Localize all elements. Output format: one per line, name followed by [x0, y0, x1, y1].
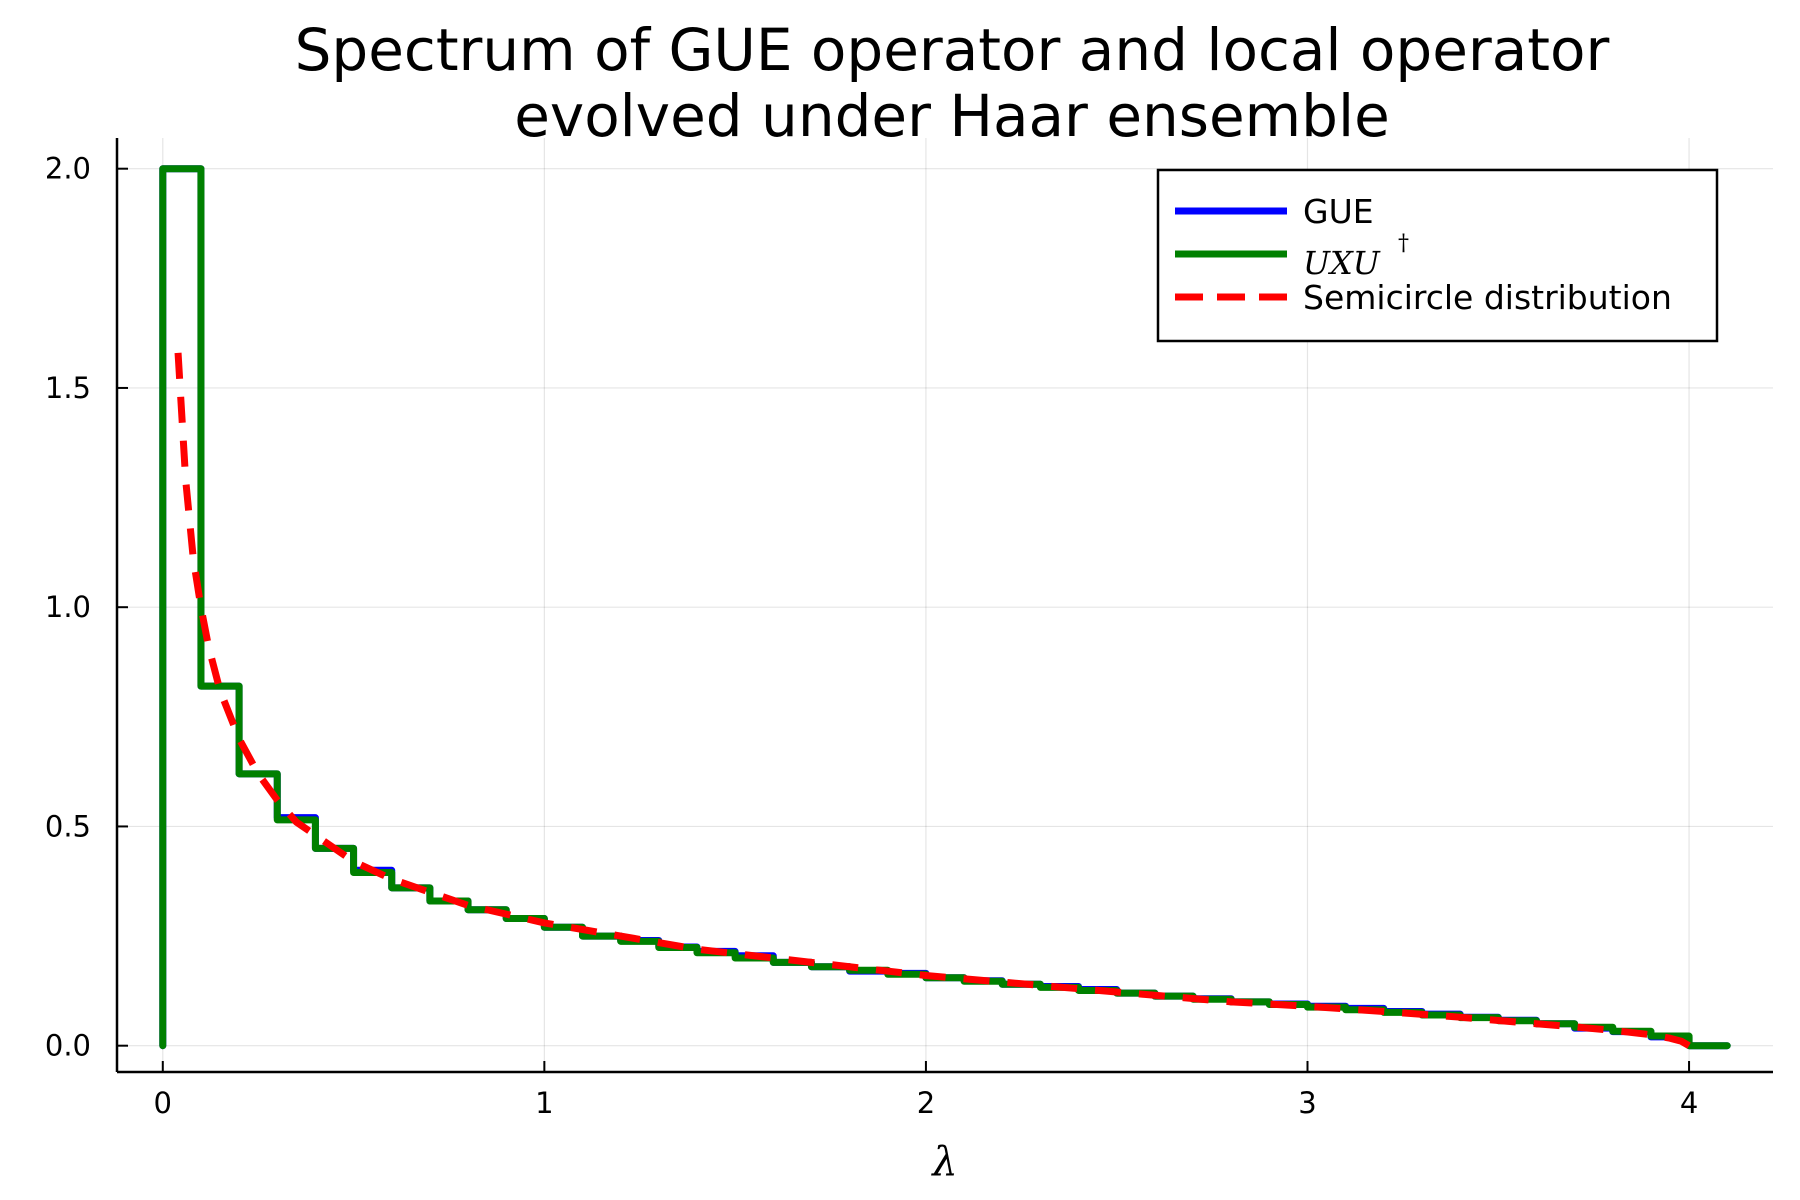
tick-labels: 0 1 2 3 4 0.0 0.5 1.0 1.5 2.0: [45, 152, 1698, 1120]
y-tick-label: 2.0: [45, 152, 91, 186]
legend-label-uxu-dagger: †: [1398, 231, 1409, 256]
plot-area: [159, 165, 1731, 1050]
axes: [115, 138, 1773, 1074]
title-line-2: evolved under Haar ensemble: [514, 82, 1390, 150]
y-tick-label: 0.5: [45, 809, 91, 843]
y-tick-label: 0.0: [45, 1029, 91, 1063]
legend-label-uxu: UXU †: [1303, 231, 1409, 282]
x-tick-label: 1: [535, 1086, 553, 1120]
legend-label-gue: GUE: [1303, 192, 1374, 231]
legend-label-uxu-text: UXU: [1303, 244, 1381, 282]
semicircle-curve: [174, 352, 1691, 1049]
y-tick-label: 1.5: [45, 371, 91, 405]
title-line-1: Spectrum of GUE operator and local opera…: [295, 16, 1610, 84]
x-tick-label: 0: [154, 1086, 172, 1120]
x-tick-label: 2: [917, 1086, 935, 1120]
legend-label-semicircle: Semicircle distribution: [1303, 278, 1672, 317]
legend: GUE UXU † Semicircle distribution: [1156, 168, 1719, 343]
x-tick-label: 3: [1298, 1086, 1316, 1120]
chart-title: Spectrum of GUE operator and local opera…: [295, 16, 1610, 150]
grid: [117, 138, 1773, 1072]
x-tick-label: 4: [1680, 1086, 1698, 1120]
x-axis-label: λ: [930, 1139, 957, 1185]
y-tick-label: 1.0: [45, 590, 91, 624]
